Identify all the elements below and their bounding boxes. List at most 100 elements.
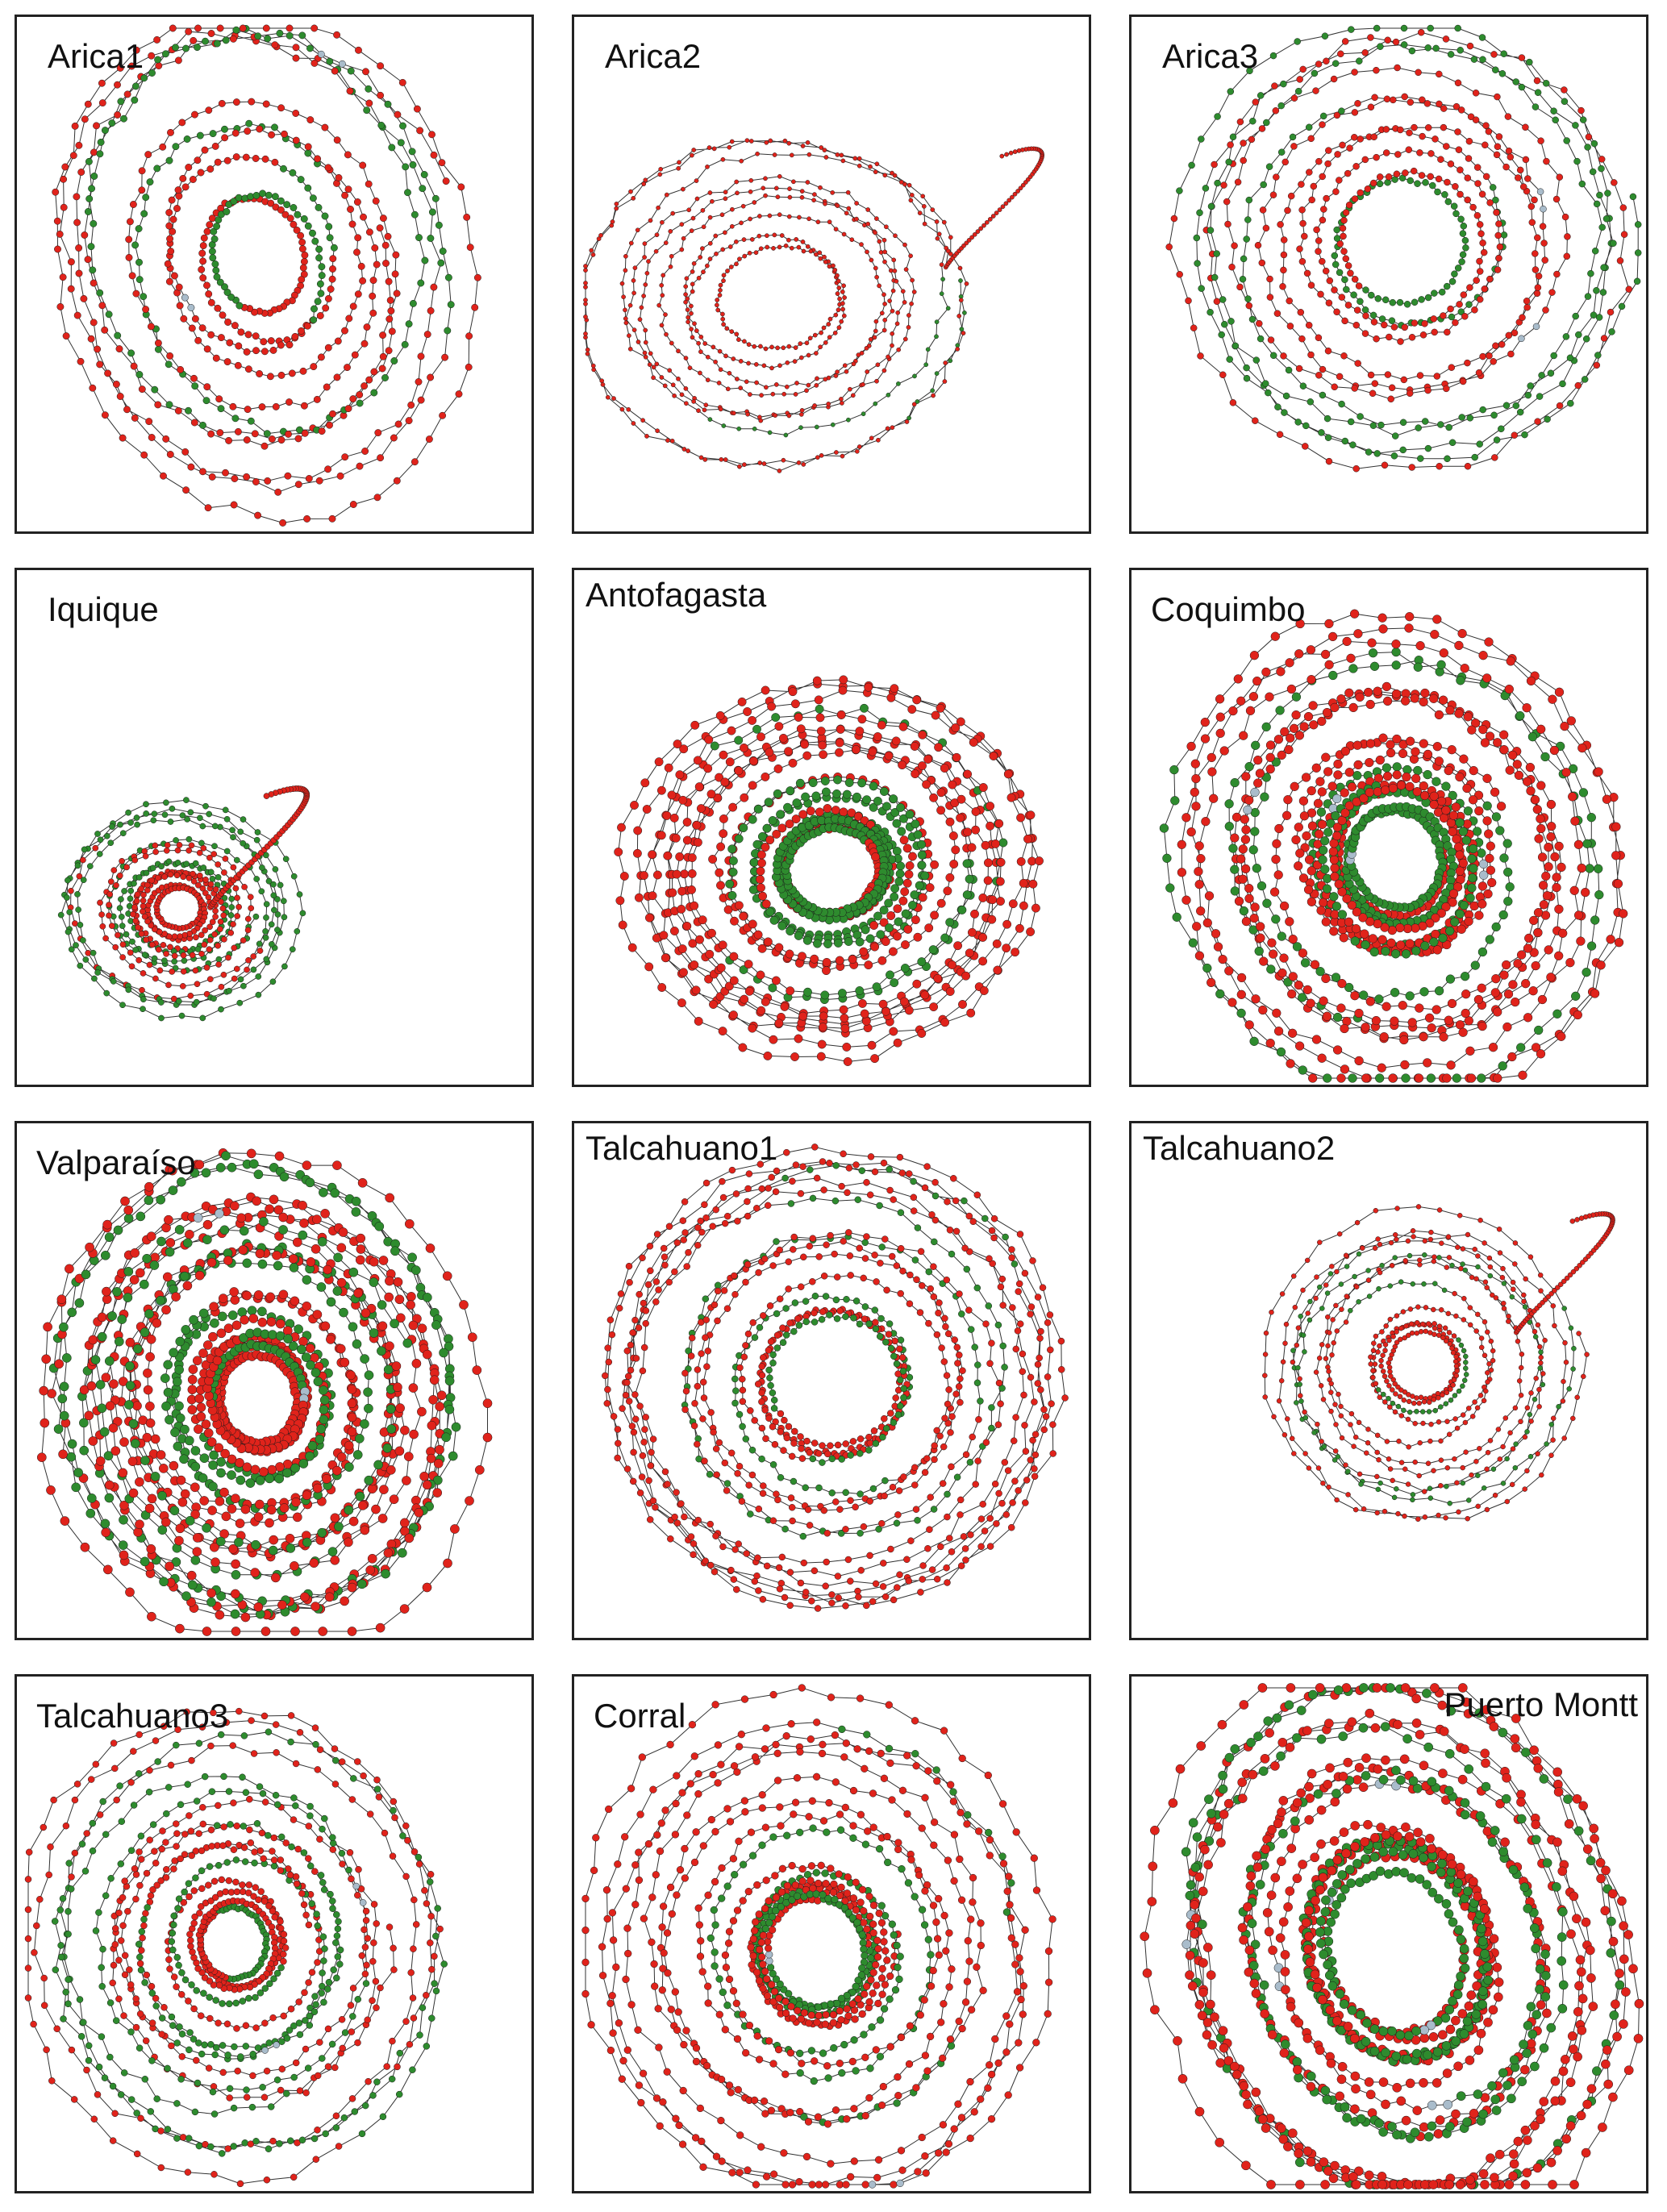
graph-node <box>707 190 713 195</box>
graph-node <box>1411 946 1421 956</box>
graph-node <box>628 189 633 194</box>
graph-node <box>743 707 752 716</box>
graph-node <box>773 185 779 191</box>
graph-node <box>1548 289 1556 296</box>
graph-node <box>97 1312 107 1323</box>
graph-node <box>902 181 907 187</box>
graph-node <box>1299 219 1307 227</box>
graph-node <box>1589 168 1597 176</box>
graph-node <box>827 335 832 340</box>
graph-node <box>1213 298 1221 306</box>
graph-node <box>1541 871 1551 881</box>
graph-node <box>1439 1032 1448 1042</box>
graph-node <box>1198 135 1205 143</box>
graph-node <box>1582 968 1591 977</box>
graph-node <box>1571 991 1581 1001</box>
graph-node <box>115 345 123 353</box>
graph-node <box>749 756 758 766</box>
graph-node <box>1287 1028 1298 1038</box>
graph-node <box>135 924 141 931</box>
graph-node <box>835 203 840 208</box>
graph-node <box>1607 308 1615 316</box>
graph-node <box>1244 216 1252 223</box>
graph-node <box>840 1023 850 1033</box>
graph-node <box>723 457 728 462</box>
graph-node <box>1279 953 1289 963</box>
graph-node <box>979 986 989 995</box>
graph-node <box>284 472 292 480</box>
graph-node <box>270 892 277 899</box>
graph-node <box>295 426 303 434</box>
graph-node <box>957 265 963 271</box>
graph-node <box>385 315 394 323</box>
graph-node <box>1241 916 1252 927</box>
graph-node <box>104 369 112 377</box>
graph-node <box>704 735 714 744</box>
graph-node <box>835 273 840 278</box>
graph-node <box>1248 135 1256 144</box>
graph-node <box>940 933 950 943</box>
graph-node <box>1427 1023 1436 1033</box>
graph-node <box>1554 904 1564 914</box>
graph-node <box>818 256 823 261</box>
graph-node <box>709 1000 718 1009</box>
graph-node <box>209 130 217 138</box>
graph-node <box>1218 954 1227 964</box>
graph-node <box>774 722 784 731</box>
graph-node <box>1448 810 1459 820</box>
graph-node <box>1540 240 1548 247</box>
graph-node <box>89 266 97 274</box>
graph-node <box>1587 269 1594 277</box>
graph-node <box>1400 1060 1410 1070</box>
graph-node <box>183 135 191 143</box>
graph-node <box>1542 306 1549 314</box>
graph-node <box>1434 188 1441 196</box>
graph-node <box>713 359 718 365</box>
graph-node <box>277 341 285 349</box>
graph-node <box>1462 783 1472 794</box>
graph-node <box>817 1039 827 1049</box>
graph-node <box>65 928 72 935</box>
graph-node <box>1454 24 1461 32</box>
graph-node <box>966 238 972 243</box>
graph-node <box>794 931 803 940</box>
graph-node <box>1386 748 1396 758</box>
graph-node <box>296 891 303 898</box>
graph-node <box>981 840 990 850</box>
graph-node <box>1485 127 1493 135</box>
graph-node <box>101 411 109 419</box>
graph-node <box>636 340 641 344</box>
graph-node <box>1352 163 1360 170</box>
graph-node <box>1307 785 1316 796</box>
graph-node <box>1480 738 1490 748</box>
graph-node <box>777 921 787 931</box>
graph-node <box>1294 38 1301 45</box>
graph-node <box>1532 805 1542 814</box>
graph-node <box>867 1040 877 1050</box>
graph-node <box>669 438 675 444</box>
graph-node <box>221 134 229 142</box>
graph-node <box>1319 845 1328 855</box>
graph-node <box>290 220 298 228</box>
graph-node <box>965 874 974 884</box>
graph-node <box>1306 998 1315 1008</box>
graph-node <box>180 1489 190 1499</box>
graph-node <box>376 224 384 232</box>
graph-node <box>223 815 231 823</box>
graph-node <box>672 869 681 879</box>
graph-node <box>1387 395 1394 403</box>
graph-node <box>77 922 84 928</box>
graph-node <box>913 830 923 839</box>
graph-node <box>193 934 199 941</box>
graph-node <box>855 937 865 947</box>
graph-node <box>1308 701 1318 710</box>
graph-node <box>1382 763 1392 773</box>
graph-node <box>1457 190 1464 198</box>
graph-node <box>471 303 479 311</box>
graph-node <box>1432 44 1440 52</box>
graph-node <box>1523 298 1531 305</box>
graph-node <box>996 897 1005 906</box>
graph-node <box>806 806 815 816</box>
graph-node <box>426 1453 436 1464</box>
graph-node <box>890 288 896 294</box>
